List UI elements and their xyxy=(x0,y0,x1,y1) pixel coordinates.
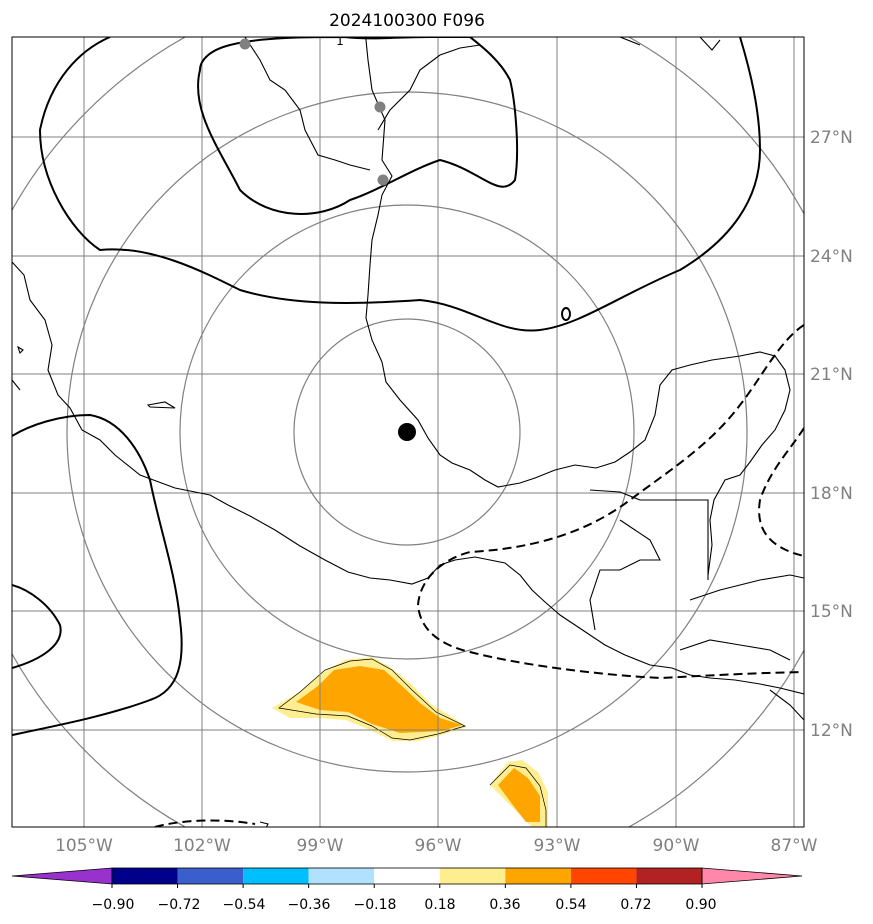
colorbar-bin xyxy=(570,868,637,884)
lon-label: 102°W xyxy=(173,836,231,856)
colorbar-tick-label: 0.54 xyxy=(555,897,586,913)
lon-label: 99°W xyxy=(297,836,344,856)
colorbar-outline xyxy=(111,867,703,885)
colorbar-bin xyxy=(505,868,571,884)
storm-center-marker xyxy=(398,423,416,441)
lon-label: 87°W xyxy=(771,836,818,856)
colorbar-tick-labels: −0.90 −0.72 −0.54 −0.36 −0.18 0.18 0.36 … xyxy=(92,897,717,913)
station-dot xyxy=(377,174,389,186)
lon-label: 90°W xyxy=(653,836,700,856)
colorbar-bin xyxy=(636,868,702,884)
solid-contours xyxy=(12,37,762,736)
lat-label: 15°N xyxy=(810,602,853,622)
colorbar-tick-label: −0.72 xyxy=(158,897,201,913)
lon-label: 96°W xyxy=(415,836,462,856)
station-dot xyxy=(374,101,386,113)
lat-label: 27°N xyxy=(810,128,853,148)
colorbar-tick-label: 0.72 xyxy=(620,897,651,913)
shaded-region-south xyxy=(489,760,548,827)
lon-label: 93°W xyxy=(534,836,581,856)
colorbar-bin xyxy=(177,868,244,884)
colorbar-tick-label: −0.18 xyxy=(354,897,397,913)
lat-label: 18°N xyxy=(810,484,853,504)
colorbar xyxy=(11,867,803,888)
colorbar-tick-label: 0.36 xyxy=(489,897,520,913)
contour-label: 1 xyxy=(336,34,344,48)
colorbar-bin xyxy=(11,867,113,885)
colorbar-bin xyxy=(308,868,375,884)
colorbar-tick-label: 0.18 xyxy=(424,897,455,913)
dashed-contours xyxy=(154,324,804,827)
shaded-region-north xyxy=(272,657,467,741)
lon-label: 105°W xyxy=(55,836,113,856)
lat-label: 21°N xyxy=(810,365,853,385)
station-dot xyxy=(239,38,251,50)
colorbar-bin xyxy=(112,868,178,884)
lat-label: 12°N xyxy=(810,721,853,741)
colorbar-bin xyxy=(701,867,803,885)
map-title: 2024100300 F096 xyxy=(329,11,485,31)
colorbar-tick-label: −0.54 xyxy=(223,897,266,913)
station-markers xyxy=(239,38,389,186)
colorbar-bin xyxy=(243,868,309,884)
colorbar-bin xyxy=(439,868,506,884)
lat-label: 24°N xyxy=(810,247,853,267)
colorbar-tick-label: −0.90 xyxy=(92,897,135,913)
colorbar-tick-label: −0.36 xyxy=(288,897,331,913)
colorbar-tick-label: 0.90 xyxy=(685,897,716,913)
longitude-labels: 105°W 102°W 99°W 96°W 93°W 90°W 87°W xyxy=(55,836,818,856)
latitude-labels: 27°N 24°N 21°N 18°N 15°N 12°N xyxy=(810,128,853,741)
range-rings xyxy=(12,37,804,827)
lat-lon-gridlines xyxy=(12,37,804,827)
map-frame xyxy=(11,36,805,828)
colorbar-bin xyxy=(374,868,440,884)
map-panel: 1 xyxy=(12,34,804,827)
